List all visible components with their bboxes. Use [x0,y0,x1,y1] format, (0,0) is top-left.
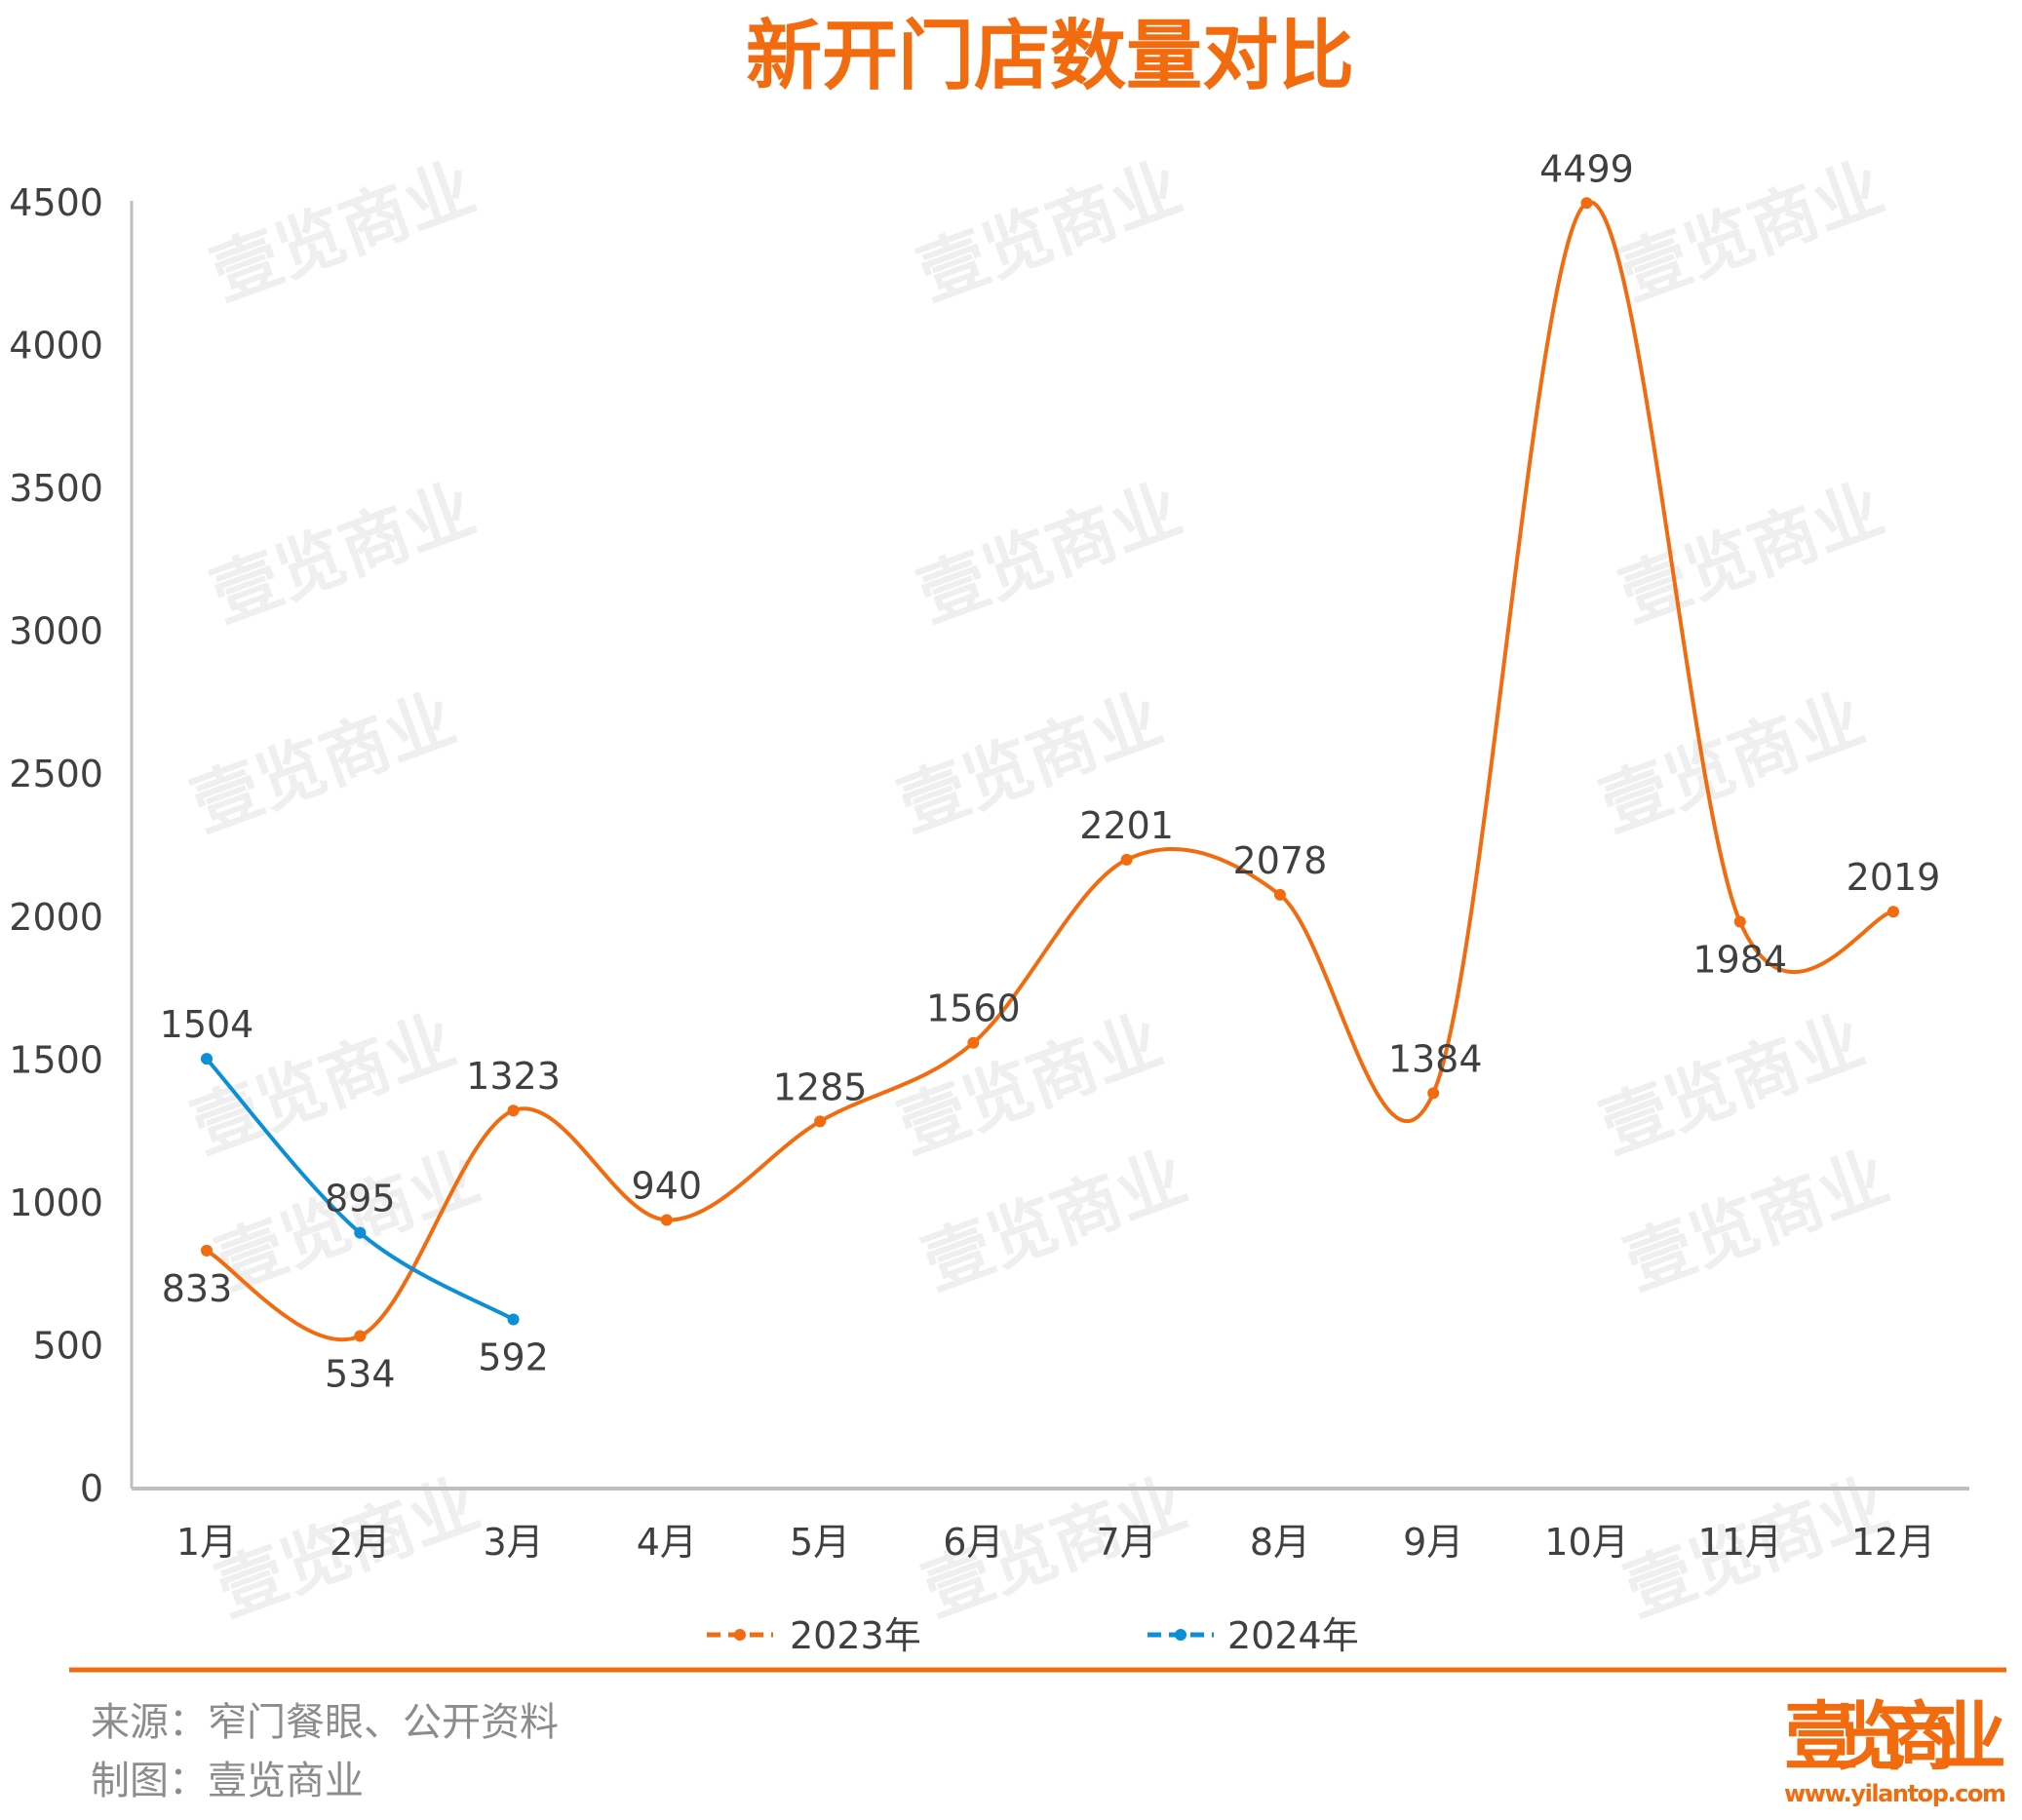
data-point [814,1115,827,1128]
data-point [507,1104,520,1117]
made-by-text: 制图：壹览商业 [91,1759,364,1803]
data-point [967,1036,980,1049]
data-label: 2019 [1847,856,1941,899]
y-tick-label: 1500 [9,1038,103,1081]
y-tick-label: 500 [32,1324,103,1367]
source-text: 来源：窄门餐眼、公开资料 [91,1700,559,1745]
legend-label: 2023年 [790,1614,921,1657]
watermark: 壹览商业 [913,1137,1196,1305]
x-tick-label: 2月 [330,1521,390,1564]
data-point [507,1313,520,1326]
watermark: 壹览商业 [908,469,1191,638]
watermark: 壹览商业 [181,678,465,847]
data-point [201,1244,213,1257]
data-point [354,1330,367,1342]
watermark: 壹览商业 [908,147,1191,316]
watermark: 壹览商业 [1614,1137,1898,1305]
data-label: 2078 [1233,839,1328,882]
watermark: 壹览商业 [201,147,485,316]
x-tick-label: 10月 [1544,1521,1628,1564]
watermark: 壹览商业 [201,469,485,638]
x-tick-label: 6月 [943,1521,1003,1564]
data-point [1733,915,1746,928]
watermark: 壹览商业 [1610,147,1893,316]
logo-url: www.yilantop.com [1784,1780,2006,1807]
data-point [1427,1087,1440,1100]
data-label: 1984 [1692,938,1787,981]
data-label: 1323 [466,1055,561,1098]
data-label: 1285 [773,1065,868,1108]
data-label: 1504 [160,1003,254,1046]
x-tick-label: 1月 [176,1521,237,1564]
data-point [1273,888,1286,901]
data-label: 940 [632,1164,703,1207]
data-point [1887,906,1899,918]
logo: 壹览商业 [1784,1693,2006,1780]
y-tick-label: 4500 [9,181,103,224]
legend-label: 2024年 [1227,1614,1359,1657]
data-label: 895 [325,1178,396,1220]
y-tick-label: 0 [80,1467,103,1510]
data-point [660,1214,673,1226]
y-tick-label: 3000 [9,610,103,653]
data-point [1580,197,1593,210]
legend-dot-marker [1175,1629,1186,1641]
data-label: 833 [162,1267,233,1310]
x-tick-label: 4月 [637,1521,697,1564]
x-tick-label: 8月 [1250,1521,1310,1564]
data-label: 592 [478,1336,549,1378]
chart-title: 新开门店数量对比 [746,13,1354,100]
legend: 2023年 2024年 [707,1614,1359,1657]
series-lines [201,197,1899,1342]
y-tick-label: 2000 [9,896,103,939]
y-tick-label: 1000 [9,1181,103,1224]
data-labels: 833 534 1323 940 1285 1560 2201 2078 1384 4499 198… [160,147,1941,1395]
y-tick-label: 4000 [9,325,103,368]
x-tick-labels: 1月 2月 3月 4月 5月 6月 7月 8月 9月 10月 11月 12月 [176,1521,1935,1564]
watermark: 壹览商业 [1590,678,1874,847]
legend-dot-marker [734,1629,746,1641]
x-tick-label: 7月 [1097,1521,1157,1564]
watermark: 壹览商业 [1610,469,1893,638]
data-point [354,1226,367,1239]
data-point [201,1053,213,1065]
watermark: 壹览商业 [1590,1000,1874,1169]
data-label: 534 [325,1352,396,1395]
y-tick-label: 2500 [9,753,103,795]
data-label: 4499 [1539,147,1634,190]
x-tick-label: 11月 [1698,1521,1782,1564]
data-label: 2201 [1079,804,1174,847]
data-label: 1384 [1388,1037,1483,1080]
x-tick-label: 5月 [790,1521,850,1564]
y-tick-label: 3500 [9,467,103,510]
y-tick-labels: 0 500 1000 1500 2000 2500 3000 3500 4000 4500 [9,181,103,1510]
x-tick-label: 3月 [483,1521,543,1564]
data-point [1120,853,1133,866]
data-label: 1560 [926,987,1021,1030]
x-tick-label: 12月 [1851,1521,1935,1564]
x-tick-label: 9月 [1403,1521,1463,1564]
